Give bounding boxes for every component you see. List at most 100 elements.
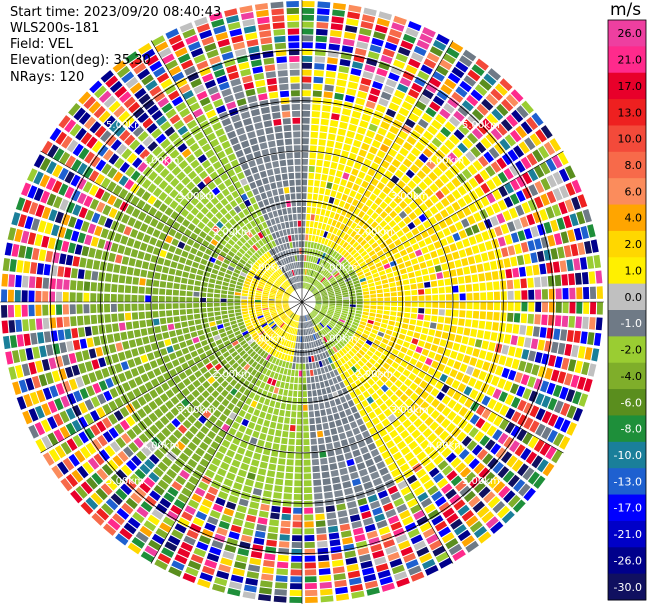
velocity-gate <box>336 229 342 237</box>
velocity-gate <box>357 360 365 367</box>
velocity-gate <box>126 237 135 247</box>
velocity-gate <box>258 510 269 518</box>
velocity-gate <box>54 211 64 224</box>
velocity-gate <box>508 207 518 219</box>
velocity-gate <box>303 268 306 275</box>
velocity-gate <box>229 137 239 146</box>
velocity-gate <box>548 354 557 367</box>
velocity-gate <box>467 215 476 225</box>
velocity-gate <box>547 413 559 427</box>
velocity-gate <box>123 115 135 128</box>
velocity-gate <box>541 314 548 326</box>
velocity-gate <box>377 490 389 499</box>
velocity-gate <box>426 159 436 170</box>
velocity-gate <box>411 106 423 117</box>
velocity-gate <box>362 414 371 423</box>
velocity-gate <box>194 16 208 27</box>
velocity-gate <box>184 368 193 377</box>
velocity-gate <box>149 237 158 246</box>
velocity-gate <box>270 218 276 226</box>
velocity-gate <box>223 455 233 465</box>
velocity-gate <box>508 494 521 508</box>
velocity-gate <box>478 467 490 479</box>
velocity-gate <box>506 455 518 468</box>
velocity-gate <box>289 256 293 263</box>
velocity-gate <box>404 290 411 296</box>
velocity-gate <box>345 353 352 360</box>
velocity-gate <box>326 255 331 262</box>
velocity-gate <box>389 282 396 288</box>
velocity-gate <box>45 177 57 191</box>
velocity-gate <box>449 439 460 451</box>
velocity-gate <box>445 253 454 262</box>
velocity-gate <box>138 93 151 105</box>
velocity-gate <box>393 527 405 538</box>
velocity-gate <box>372 325 380 331</box>
velocity-gate <box>310 286 315 292</box>
velocity-gate <box>427 485 439 496</box>
velocity-gate <box>439 255 447 264</box>
velocity-gate <box>310 320 314 326</box>
velocity-gate <box>385 424 395 433</box>
velocity-gate <box>568 316 576 328</box>
velocity-gate <box>93 336 101 346</box>
velocity-gate <box>577 194 588 208</box>
velocity-gate <box>314 500 324 507</box>
velocity-gate <box>373 257 381 264</box>
velocity-gate <box>286 318 291 325</box>
velocity-gate <box>355 491 366 500</box>
velocity-gate <box>268 305 275 308</box>
velocity-gate <box>283 243 288 250</box>
velocity-gate <box>339 268 346 274</box>
velocity-gate <box>393 409 403 418</box>
velocity-ray-field <box>1 1 603 603</box>
velocity-gate <box>371 374 379 383</box>
velocity-gate <box>266 346 273 353</box>
velocity-gate <box>466 310 473 319</box>
velocity-gate <box>449 243 458 252</box>
velocity-gate <box>153 272 161 280</box>
velocity-gate <box>190 78 202 88</box>
velocity-gate <box>499 138 511 151</box>
velocity-gate <box>302 110 310 117</box>
velocity-gate <box>269 371 275 378</box>
velocity-gate <box>294 255 298 262</box>
velocity-gate <box>108 207 118 219</box>
velocity-gate <box>114 86 127 98</box>
velocity-gate <box>439 174 450 184</box>
velocity-gate <box>120 464 133 476</box>
velocity-gate <box>241 305 248 309</box>
velocity-gate <box>506 114 518 127</box>
velocity-gate <box>305 363 310 370</box>
velocity-gate <box>136 450 147 462</box>
velocity-gate <box>365 420 374 429</box>
velocity-gate <box>280 314 286 319</box>
velocity-gate <box>105 134 117 147</box>
velocity-gate <box>347 316 354 321</box>
velocity-gate <box>121 214 130 224</box>
velocity-gate <box>64 171 75 184</box>
velocity-gate <box>186 291 193 297</box>
velocity-gate <box>79 446 91 459</box>
velocity-gate <box>342 308 349 312</box>
velocity-gate <box>187 314 194 321</box>
velocity-gate <box>340 314 347 319</box>
velocity-gate <box>243 380 250 388</box>
velocity-gate <box>293 507 302 514</box>
velocity-gate <box>404 206 413 215</box>
velocity-gate <box>286 310 292 315</box>
velocity-gate <box>292 328 295 335</box>
velocity-gate <box>590 302 597 315</box>
velocity-gate <box>360 357 368 364</box>
velocity-gate <box>187 170 197 180</box>
velocity-gate <box>225 393 234 402</box>
velocity-gate <box>157 151 168 162</box>
velocity-gate <box>312 279 317 285</box>
velocity-gate <box>277 209 283 216</box>
velocity-gate <box>310 256 314 263</box>
velocity-gate <box>328 525 339 533</box>
velocity-gate <box>356 307 363 311</box>
velocity-gate <box>205 109 217 119</box>
velocity-gate <box>380 496 391 506</box>
velocity-gate <box>282 324 287 330</box>
